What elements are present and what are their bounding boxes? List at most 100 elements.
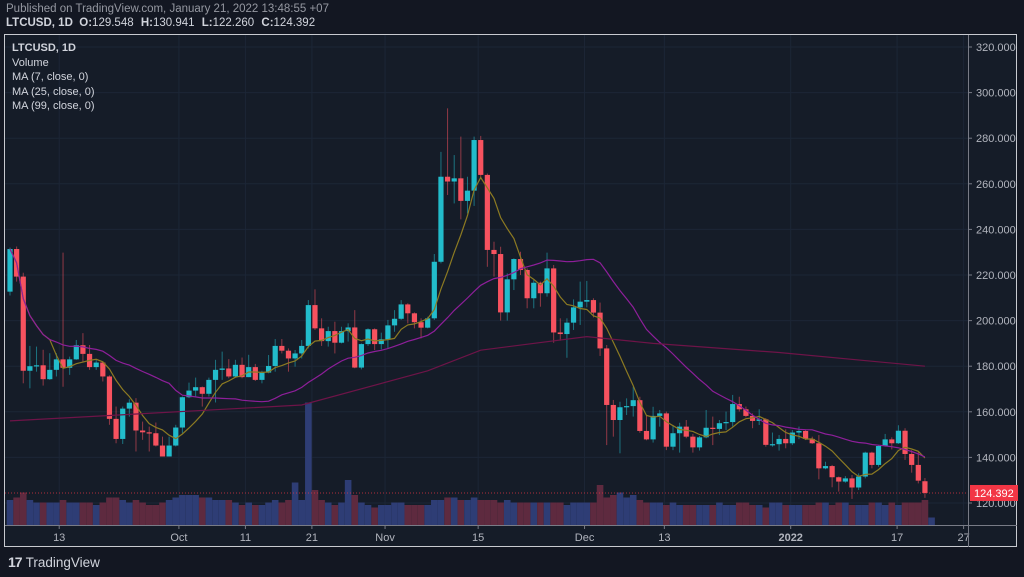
x-tick-label: 2022 xyxy=(778,532,802,544)
candle-body xyxy=(557,332,563,335)
candle-body xyxy=(915,464,921,481)
volume-bar xyxy=(192,495,199,525)
volume-bar xyxy=(762,507,770,525)
candle-body xyxy=(113,418,119,439)
x-tick-label: Nov xyxy=(375,532,395,544)
volume-bar xyxy=(179,495,186,525)
volume-bar xyxy=(19,492,27,525)
volume-bar xyxy=(364,505,372,525)
candle-body xyxy=(458,178,464,201)
candle-body xyxy=(683,426,689,437)
volume-bar xyxy=(503,500,511,525)
volume-bar xyxy=(212,500,219,525)
volume-bar xyxy=(822,502,829,525)
candle-body xyxy=(796,430,802,433)
volume-bar xyxy=(324,502,332,525)
candle-body xyxy=(537,282,543,294)
legend-symbol[interactable]: LTCUSD, 1D xyxy=(12,42,76,54)
volume-bar xyxy=(689,505,697,525)
candle-body xyxy=(789,432,795,444)
volume-bar xyxy=(99,502,107,525)
volume-bar xyxy=(484,500,491,525)
volume-bar xyxy=(271,500,279,525)
volume-bar xyxy=(232,502,239,525)
volume-bar xyxy=(6,500,14,525)
volume-bar xyxy=(895,505,902,525)
candle-body xyxy=(478,140,484,175)
axes: 320.000 300.000 280.000 260.000 240.000 220.0… xyxy=(5,35,1018,547)
candle-body xyxy=(471,140,477,191)
volume-bar xyxy=(888,502,896,525)
volume-bar xyxy=(537,502,544,525)
volume-bar xyxy=(583,502,591,525)
legend-ma25[interactable]: MA (25, close, 0) xyxy=(12,85,95,98)
candle-body xyxy=(703,427,709,438)
close-value: 124.392 xyxy=(273,17,316,29)
candle-body xyxy=(219,368,225,370)
volume-bar xyxy=(344,480,352,525)
volume-bar xyxy=(464,500,471,525)
legend-ma99[interactable]: MA (99, close, 0) xyxy=(12,100,95,112)
brand-name: TradingView xyxy=(25,554,100,570)
legend-ma7[interactable]: MA (7, close, 0) xyxy=(12,71,89,83)
volume-bar xyxy=(358,502,365,525)
volume-bar xyxy=(716,502,723,525)
volume-bar xyxy=(444,497,451,525)
volume-bar xyxy=(915,502,922,525)
legend-volume[interactable]: Volume xyxy=(12,56,49,69)
volume-bar xyxy=(749,505,756,525)
candle-body xyxy=(902,430,908,454)
volume-bar xyxy=(576,502,584,525)
candle-body xyxy=(630,400,636,407)
candle-body xyxy=(385,325,391,340)
volume-bar xyxy=(510,502,518,525)
candle-body xyxy=(736,404,742,410)
candle-body xyxy=(7,249,13,292)
volume-bar xyxy=(921,500,929,525)
volume-bar xyxy=(497,502,504,525)
footer-brand[interactable]: 17 TradingView xyxy=(8,554,100,570)
candle-body xyxy=(670,433,676,447)
volume-bar xyxy=(808,505,816,525)
volume-bar xyxy=(523,502,531,525)
x-tick-label: Dec xyxy=(575,532,595,544)
volume-bar xyxy=(172,497,180,525)
volume-bar xyxy=(736,502,743,525)
volume-bar xyxy=(371,507,378,525)
volume-bar xyxy=(795,505,803,525)
candle-body xyxy=(372,329,378,345)
chart-frame xyxy=(4,34,1017,547)
candle-body xyxy=(352,327,358,368)
volume-bar xyxy=(755,505,763,525)
candle-body xyxy=(623,406,630,408)
volume-bar xyxy=(835,502,843,525)
volume-bar xyxy=(610,495,617,525)
volume-bar xyxy=(450,497,458,525)
volume-bar xyxy=(351,495,359,525)
candle-body xyxy=(67,359,73,368)
candle-body xyxy=(816,443,822,469)
candle-body xyxy=(809,438,815,444)
candle-body xyxy=(279,345,285,351)
candle-body xyxy=(544,268,550,294)
candle-body xyxy=(849,478,855,488)
volume-bar xyxy=(424,505,431,525)
volume-bar xyxy=(79,502,87,525)
candle-body xyxy=(153,433,159,446)
candle-body xyxy=(146,432,152,434)
open-label: O: xyxy=(79,17,93,29)
volume-bar xyxy=(928,517,935,525)
candle-body xyxy=(710,427,716,429)
high-value: 130.941 xyxy=(152,17,195,29)
candle-body xyxy=(743,409,749,416)
candle-body xyxy=(895,430,902,444)
candle-body xyxy=(106,376,113,419)
volume-bar xyxy=(119,500,127,525)
candle-body xyxy=(411,313,418,323)
candle-body xyxy=(206,379,212,394)
close-label: C: xyxy=(261,17,274,29)
x-tick-label: 11 xyxy=(240,532,251,544)
candle-body xyxy=(451,178,457,182)
volume-bar xyxy=(782,505,790,525)
